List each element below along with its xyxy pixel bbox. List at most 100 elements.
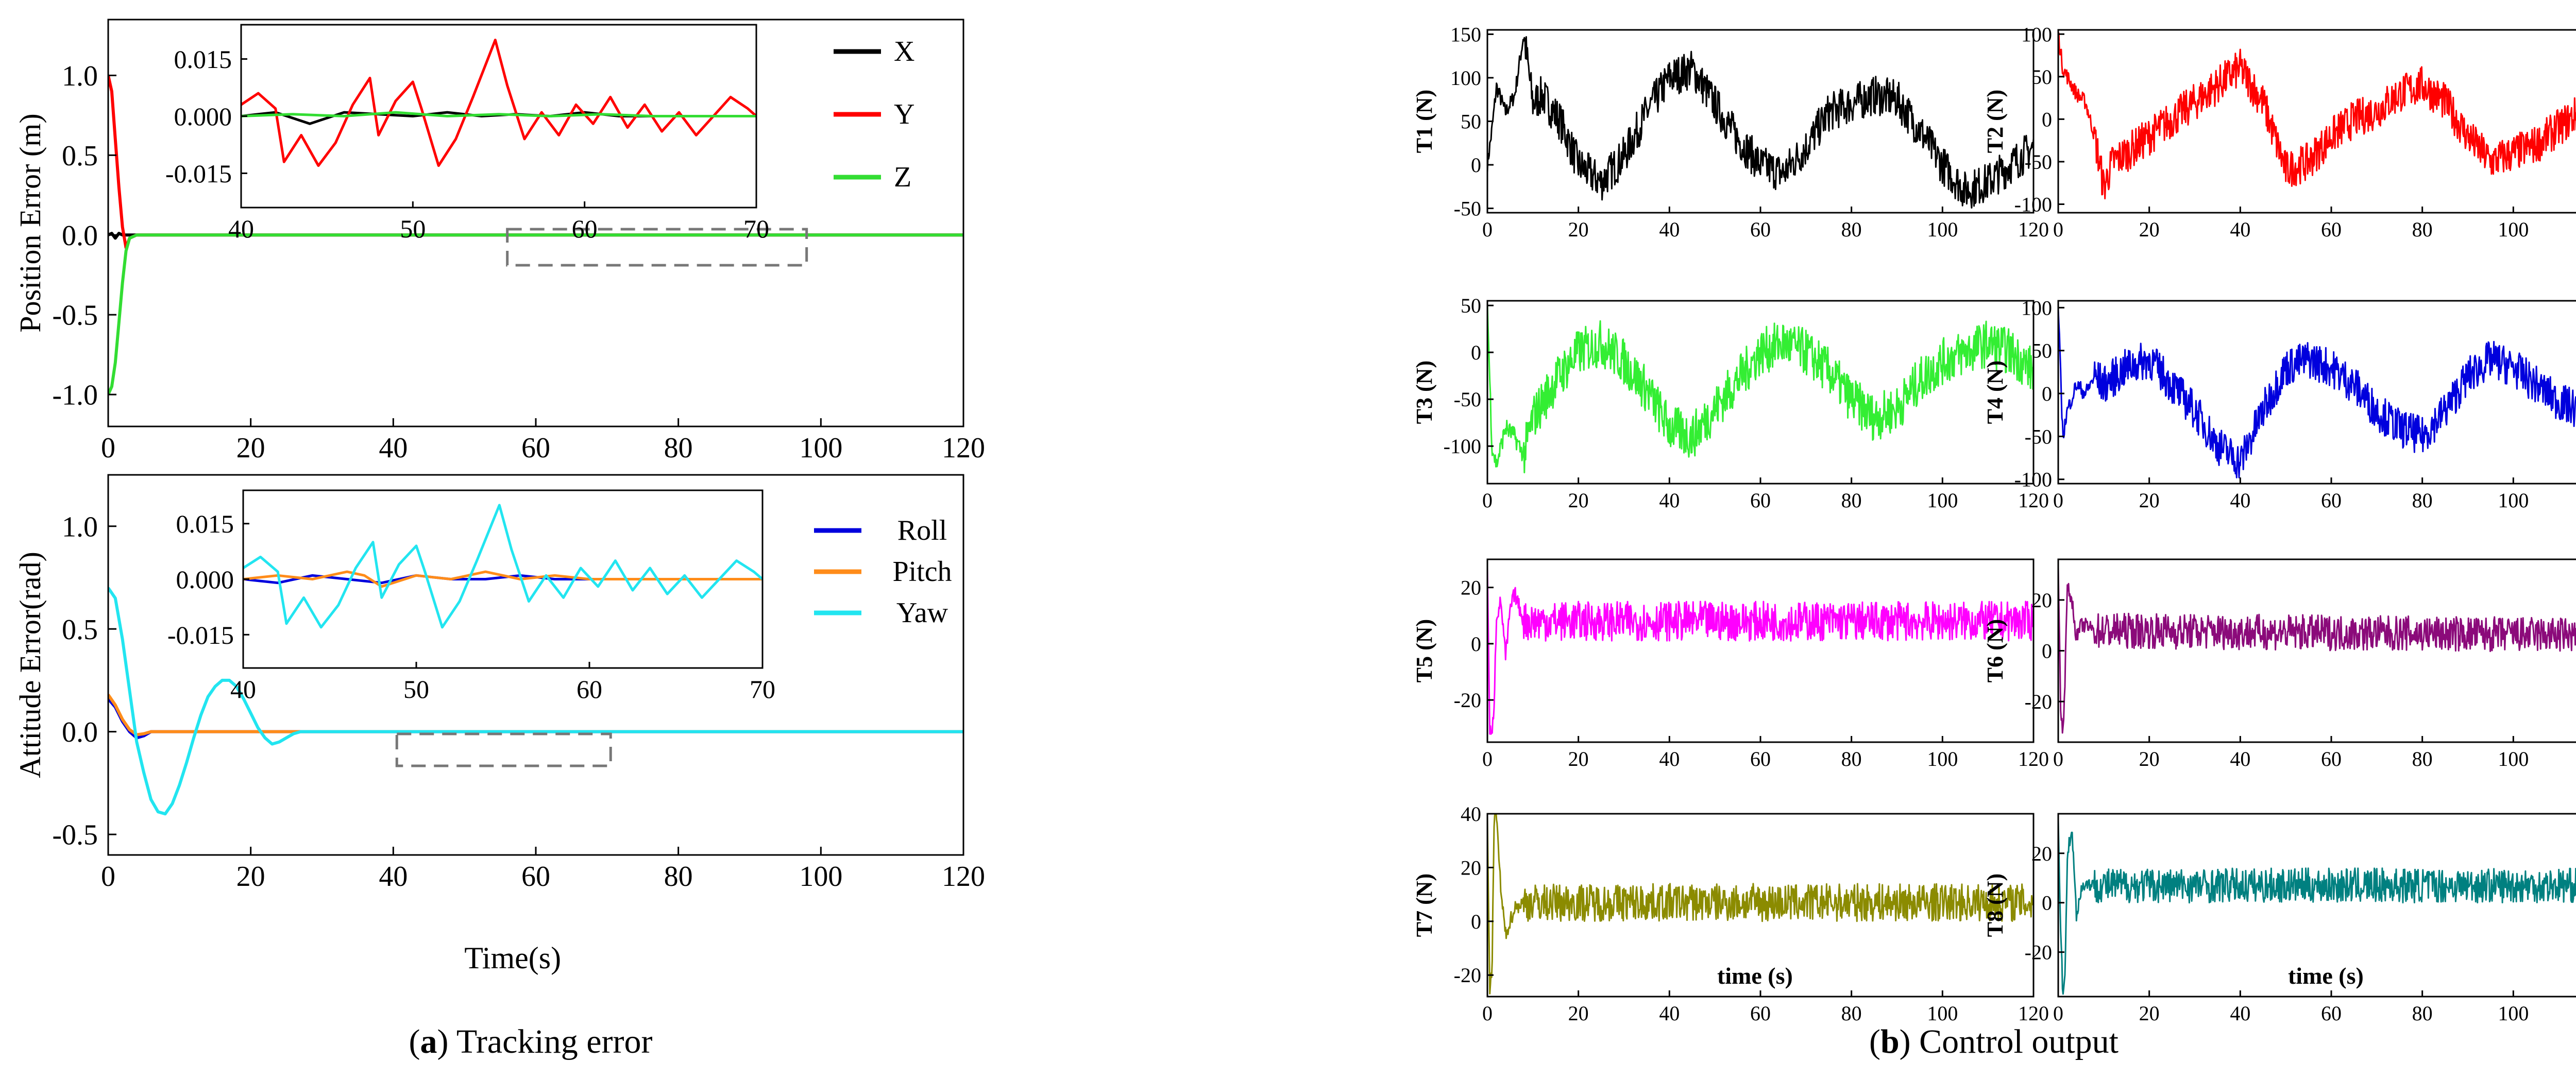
y-axis-label: T5 (N): [1412, 619, 1437, 682]
x-tick-label: 80: [1841, 1002, 1862, 1025]
x-tick-label: 0: [1482, 1002, 1493, 1025]
x-tick-label: 20: [236, 432, 265, 464]
x-tick-label: 80: [2412, 218, 2433, 241]
x-axis-label: Time(s): [464, 941, 561, 975]
y-tick-label: 0.5: [62, 614, 98, 646]
y-axis-label: Position Error (m): [13, 113, 47, 332]
x-tick-label: 40: [228, 214, 254, 243]
zoom-region: [506, 228, 808, 267]
x-tick-label: 40: [2230, 747, 2250, 770]
x-tick-label: 40: [379, 432, 408, 464]
y-tick-label: 150: [1450, 23, 1481, 46]
x-tick-label: 100: [2498, 1002, 2529, 1025]
y-tick-label: 0: [2042, 382, 2052, 405]
x-tick-label: 80: [1841, 747, 1862, 770]
x-tick-label: 60: [1750, 218, 1771, 241]
x-tick-label: 100: [2498, 489, 2529, 512]
x-tick-label: 40: [2230, 218, 2250, 241]
y-axis-label: T2 (N): [1982, 90, 2008, 153]
x-tick-label: 60: [2321, 1002, 2342, 1025]
y-tick-label: 0: [2042, 640, 2052, 663]
y-tick-label: -20: [1454, 689, 1481, 712]
y-tick-label: 0.015: [174, 45, 232, 74]
x-tick-label: 100: [799, 432, 842, 464]
y-tick-label: -20: [2025, 941, 2052, 964]
y-tick-label: 50: [1461, 294, 1481, 317]
x-tick-label: 100: [799, 861, 842, 893]
y-tick-label: -50: [2025, 425, 2052, 448]
series-group: [2058, 820, 2576, 995]
y-tick-label: 0.000: [174, 102, 232, 131]
x-tick-label: 0: [1482, 218, 1493, 241]
x-tick-label: 120: [2018, 747, 2049, 770]
y-tick-label: 40: [1461, 802, 1481, 826]
y-tick-label: -50: [2025, 150, 2052, 174]
y-tick-label: -20: [2025, 690, 2052, 713]
chart-T4: 0 20 40 60 80 100 120-100 -50 0 50 100 T4 (N): [1982, 296, 2576, 512]
y-tick-label: 0: [1471, 910, 1481, 933]
series-line-T8: [2058, 820, 2576, 995]
series-line-yaw: [243, 504, 762, 629]
x-tick-label: 120: [2018, 218, 2049, 241]
x-tick-label: 60: [2321, 218, 2342, 241]
x-axis-label: time (s): [1717, 963, 1793, 989]
x-tick-label: 60: [521, 861, 550, 893]
series-line-z: [108, 233, 963, 396]
x-tick-label: 0: [2053, 218, 2063, 241]
y-tick-label: 20: [1461, 856, 1481, 879]
x-tick-label: 60: [2321, 489, 2342, 512]
series-line-T5: [1487, 567, 2033, 735]
legend-label-yaw: Yaw: [896, 597, 948, 629]
legend-label-roll: Roll: [897, 515, 947, 546]
y-tick-label: 0.0: [62, 716, 98, 748]
x-tick-label: 20: [1568, 1002, 1589, 1025]
y-axis-label: T8 (N): [1982, 874, 2008, 937]
x-tick-label: 120: [2018, 489, 2049, 512]
x-tick-label: 120: [942, 861, 985, 893]
x-axis-label: time (s): [2288, 963, 2364, 989]
chart-T5: 0 20 40 60 80 100 120 -20 0 20 T5 (N): [1412, 558, 2049, 770]
x-tick-label: 20: [2139, 489, 2160, 512]
x-tick-label: 0: [2053, 1002, 2063, 1025]
chart-attitude-error: 0 20 40 60 80 100 120 -0.5 0.0 0.5 1.0 Attitude Err…: [13, 474, 985, 975]
y-tick-label: -50: [1454, 197, 1481, 220]
x-tick-label: 80: [2412, 1002, 2433, 1025]
y-tick-label: 20: [1461, 576, 1481, 600]
x-tick-label: 100: [1927, 218, 1958, 241]
x-tick-label: 0: [1482, 747, 1493, 770]
x-tick-label: 100: [1927, 1002, 1958, 1025]
legend-label-x: X: [894, 36, 914, 67]
y-tick-label: -100: [1444, 435, 1481, 458]
plot-frame: [2057, 29, 2576, 214]
x-tick-label: 60: [572, 214, 598, 243]
plot-frame: [2057, 300, 2576, 485]
x-tick-label: 70: [743, 214, 769, 243]
x-tick-label: 0: [2053, 489, 2063, 512]
x-tick-label: 20: [1568, 489, 1589, 512]
x-tick-label: 80: [664, 861, 693, 893]
series-line-T4: [2058, 309, 2576, 478]
y-tick-label: 0: [1471, 341, 1481, 364]
x-tick-label: 40: [2230, 1002, 2250, 1025]
series-line-pitch: [243, 570, 762, 588]
x-tick-label: 40: [1659, 489, 1680, 512]
chart-T2: 0 20 40 60 80 100 120-100 -50 0 50 100 T2 (N): [1982, 23, 2576, 241]
x-tick-label: 40: [1659, 218, 1680, 241]
y-axis-label: T7 (N): [1412, 874, 1437, 937]
y-tick-label: 100: [2021, 296, 2052, 319]
x-tick-label: 70: [750, 675, 775, 704]
y-tick-label: 50: [2031, 65, 2052, 89]
series-line-y: [241, 39, 756, 167]
x-tick-label: 50: [400, 214, 426, 243]
y-tick-label: -1.0: [52, 380, 98, 412]
x-tick-label: 0: [101, 861, 115, 893]
y-axis-label: T1 (N): [1412, 90, 1437, 153]
y-axis-label: T3 (N): [1412, 361, 1437, 424]
y-tick-label: 1.0: [62, 511, 98, 543]
x-tick-label: 0: [101, 432, 115, 464]
y-tick-label: 0: [1471, 153, 1481, 177]
y-tick-label: 0: [2042, 892, 2052, 915]
x-tick-label: 20: [1568, 747, 1589, 770]
